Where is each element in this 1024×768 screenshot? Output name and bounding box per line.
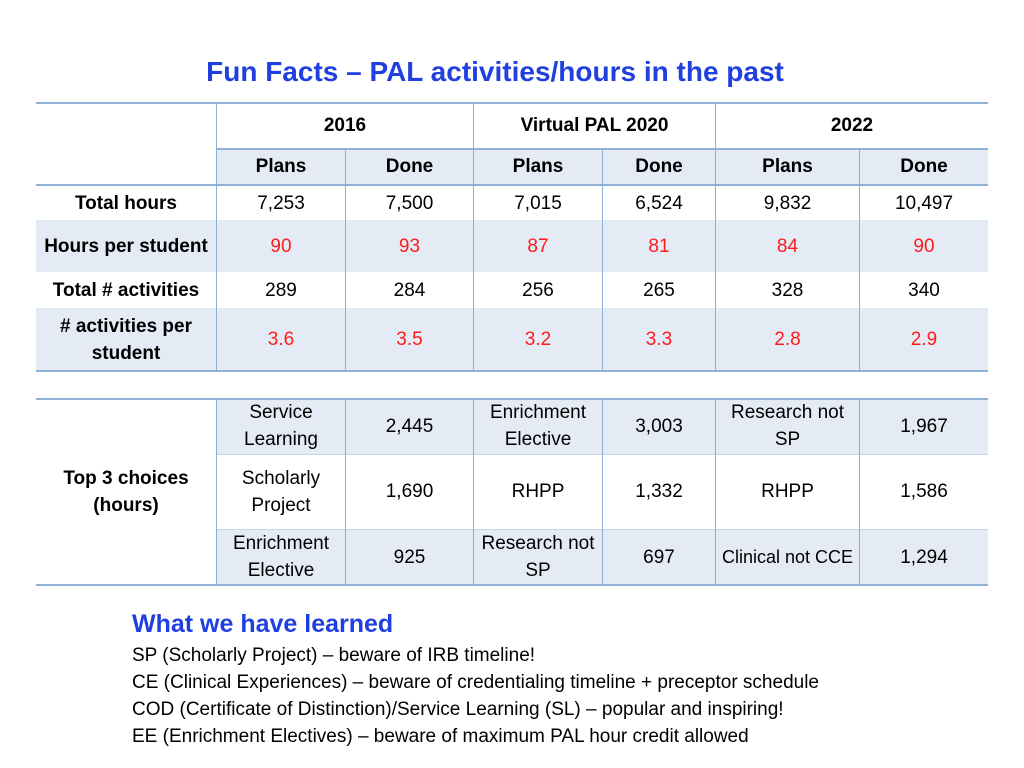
activity-hours: 925 [393,546,426,568]
page-title: Fun Facts – PAL activities/hours in the … [206,56,784,87]
table-bottom-line [36,370,988,372]
activity-name: Service Learning [244,402,318,450]
learned-item: EE (Enrichment Electives) – beware of ma… [132,726,749,747]
activity-hours: 3,003 [635,415,683,437]
table-cell: 81 [648,235,670,257]
row-label: Total hours [74,192,178,214]
table-cell: 9,832 [763,192,812,214]
row-band-activities-per-student [36,308,988,371]
table-cell: 7,015 [514,192,562,214]
activity-hours: 1,294 [900,546,948,568]
year-divider-1 [473,102,474,372]
col-divider [859,148,860,372]
learned-item: SP (Scholarly Project) – beware of IRB t… [132,645,536,666]
learned-section: What we have learned SP (Scholarly Proje… [132,610,992,750]
row-label: # activities per student [59,315,193,364]
column-header: Done [900,155,948,177]
table-cell: 7,253 [257,192,305,214]
table-cell: 2.8 [774,329,801,350]
col-divider [859,398,860,585]
table-cell: 3.2 [524,329,552,350]
col-divider [602,148,603,372]
activity-hours: 697 [643,546,675,568]
table-cell: 340 [908,279,940,301]
table-cell: 6,524 [635,192,683,214]
table-cell: 2.9 [910,329,938,350]
table-cell: 265 [643,279,675,301]
table-cell: 90 [270,235,292,257]
table-cell: 256 [522,279,554,301]
table-cell: 84 [776,235,799,257]
summary-table: 2016 Virtual PAL 2020 2022 Plans Done Pl… [36,102,988,372]
row-label: Total # activities [52,279,200,301]
activity-name: Research not SP [730,402,844,450]
table-cell: 284 [393,279,426,301]
label-column-divider [216,102,217,372]
table-cell: 10,497 [894,192,954,214]
activity-hours: 1,586 [900,481,948,502]
top-choices-table: Top 3 choices (hours) Service Learning 2… [36,398,988,586]
column-header: Done [635,155,683,177]
column-header: Plans [762,155,813,177]
row-band-hours-per-student [36,220,988,272]
activity-name: RHPP [761,481,814,502]
table-cell: 90 [913,235,935,257]
column-header: Plans [512,155,564,177]
year-header: 2016 [323,114,367,136]
table-cell: 93 [398,235,421,257]
table-cell: 328 [771,279,804,301]
table-cell: 289 [265,279,297,301]
activity-name: Clinical not CCE [721,546,854,567]
activity-name: Research not SP [481,533,595,581]
table-cell: 7,500 [385,192,434,214]
col-divider [602,398,603,585]
col-divider [345,148,346,372]
activity-hours: 2,445 [385,415,434,437]
table-cell: 3.6 [267,329,295,350]
column-header: Plans [255,155,307,177]
learned-item: COD (Certificate of Distinction)/Service… [132,699,784,720]
learned-heading: What we have learned [132,610,394,638]
section-label: Top 3 choices (hours) [63,467,189,516]
activity-name: Scholarly Project [241,467,321,516]
col-divider [715,398,716,585]
year-header: Virtual PAL 2020 [520,114,669,136]
col-divider [345,398,346,585]
activity-name: Enrichment Elective [232,533,330,581]
activity-name: Enrichment Elective [489,402,587,450]
year-divider-2 [715,102,716,372]
activity-name: RHPP [511,481,565,502]
table-cell: 3.3 [645,329,673,350]
activity-hours: 1,332 [635,481,683,502]
col-divider [473,398,474,585]
table-cell: 87 [527,235,549,257]
learned-item: CE (Clinical Experiences) – beware of cr… [132,672,819,693]
table-top-line [36,102,988,104]
activity-hours: 1,967 [900,415,948,437]
activity-hours: 1,690 [385,481,434,502]
table-cell: 3.5 [396,329,423,350]
header-bottom-line [36,184,988,186]
table-top-line [36,398,988,400]
column-header: Done [385,155,434,177]
row-label: Hours per student [44,235,208,257]
label-column-divider [216,398,217,585]
table-bottom-line [36,584,988,586]
year-header: 2022 [830,114,874,136]
